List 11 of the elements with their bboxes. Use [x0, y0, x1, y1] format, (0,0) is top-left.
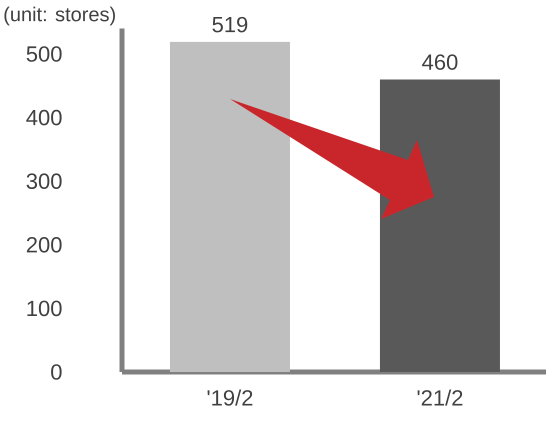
- data-label: 460: [422, 54, 458, 70]
- y-tick-label: 300: [26, 173, 62, 189]
- y-tick-label: 400: [26, 110, 62, 126]
- y-tick-label: 100: [27, 300, 62, 316]
- x-tick-label: '19/2: [208, 390, 252, 406]
- y-tick-label: 0: [51, 364, 62, 380]
- x-tick-label: '21/2: [418, 390, 462, 406]
- y-tick-label: 500: [26, 46, 62, 62]
- data-label: 519: [212, 16, 248, 32]
- y-tick-label: 200: [26, 237, 62, 253]
- text: (unit: stores): [4, 6, 115, 26]
